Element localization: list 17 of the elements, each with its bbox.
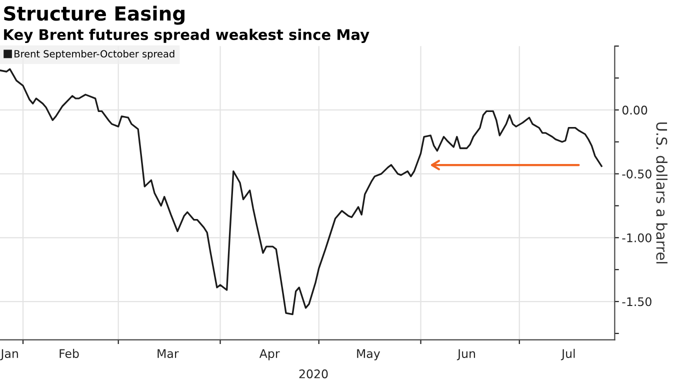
line-series: [0, 68, 602, 316]
x-tick-label: Jan: [0, 349, 18, 360]
x-tick-label: May: [357, 349, 380, 360]
x-tick-label: Mar: [158, 349, 179, 358]
legend-label: Brent September-October spread: [14, 50, 174, 60]
x-tick-label: Jul: [560, 348, 575, 360]
y-tick-label: -1.50: [622, 297, 652, 306]
chart-subtitle: Key Brent futures spread weakest since May: [4, 28, 370, 44]
x-tick-label: Jun: [456, 349, 475, 360]
y-tick-label: 0.00: [622, 106, 648, 115]
x-axis-title: 2020: [299, 369, 328, 378]
y-tick-label: -1.00: [622, 233, 652, 242]
x-tick-label: Apr: [259, 349, 280, 360]
y-tick-label: -0.50: [622, 170, 652, 178]
x-tick-label: Feb: [60, 348, 79, 358]
chart-title: Structure Easing: [4, 6, 184, 25]
y-axis-title: U.S. dollars a barrel: [656, 122, 668, 264]
